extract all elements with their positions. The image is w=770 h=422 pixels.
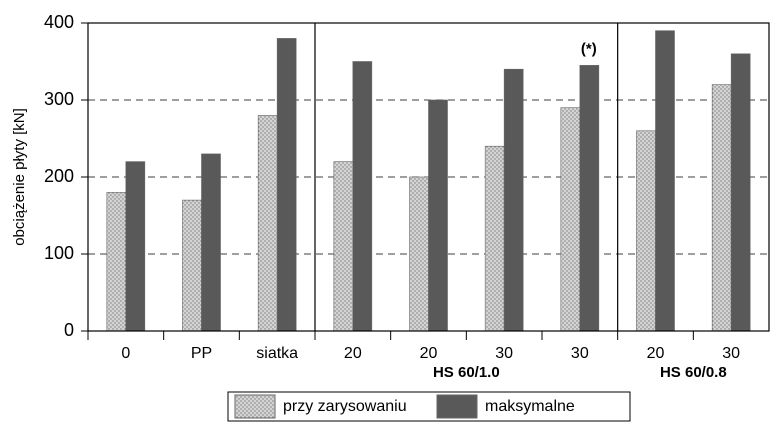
- y-tick-label: 200: [44, 166, 74, 186]
- y-tick-label: 100: [44, 243, 74, 263]
- bar: [655, 30, 675, 332]
- group-label: HS 60/1.0: [433, 364, 500, 381]
- bar: [276, 38, 297, 332]
- bar: [484, 145, 505, 332]
- bar: [730, 53, 751, 332]
- legend-label: maksymalne: [485, 398, 575, 415]
- bar: [428, 99, 448, 332]
- x-tick-label: siatka: [256, 345, 298, 362]
- annotation: (*): [581, 40, 597, 57]
- plot-frame: [87, 22, 770, 332]
- group-label: HS 60/0.8: [660, 364, 727, 381]
- legend-label: przy zarysowaniu: [283, 398, 407, 415]
- bar: [125, 161, 146, 332]
- bar: [636, 130, 656, 332]
- bar: [333, 161, 354, 332]
- x-tick-label: PP: [191, 345, 212, 362]
- x-tick-label: 0: [121, 345, 130, 362]
- x-tick-label: 30: [571, 345, 589, 362]
- legend-swatch: [436, 394, 478, 419]
- y-tick-label: 300: [44, 89, 74, 109]
- bar: [257, 115, 278, 332]
- bar: [352, 61, 373, 332]
- legend-swatch: [234, 394, 276, 419]
- x-tick-label: 20: [647, 345, 665, 362]
- bar: [560, 107, 581, 332]
- legend-box: [227, 391, 631, 422]
- bar: [182, 199, 202, 332]
- x-tick-label: 20: [420, 345, 438, 362]
- bar: [579, 65, 600, 332]
- x-tick-label: 30: [495, 345, 513, 362]
- x-tick-label: 30: [722, 345, 740, 362]
- y-tick-label: 400: [44, 12, 74, 32]
- bar: [106, 192, 127, 332]
- bar: [409, 176, 429, 332]
- y-axis-label: obciążenie płyty [kN]: [11, 108, 28, 246]
- y-tick-label: 0: [64, 320, 74, 340]
- x-tick-label: 20: [344, 345, 362, 362]
- bar: [201, 153, 221, 332]
- bar: [711, 84, 732, 332]
- bar: [503, 68, 524, 332]
